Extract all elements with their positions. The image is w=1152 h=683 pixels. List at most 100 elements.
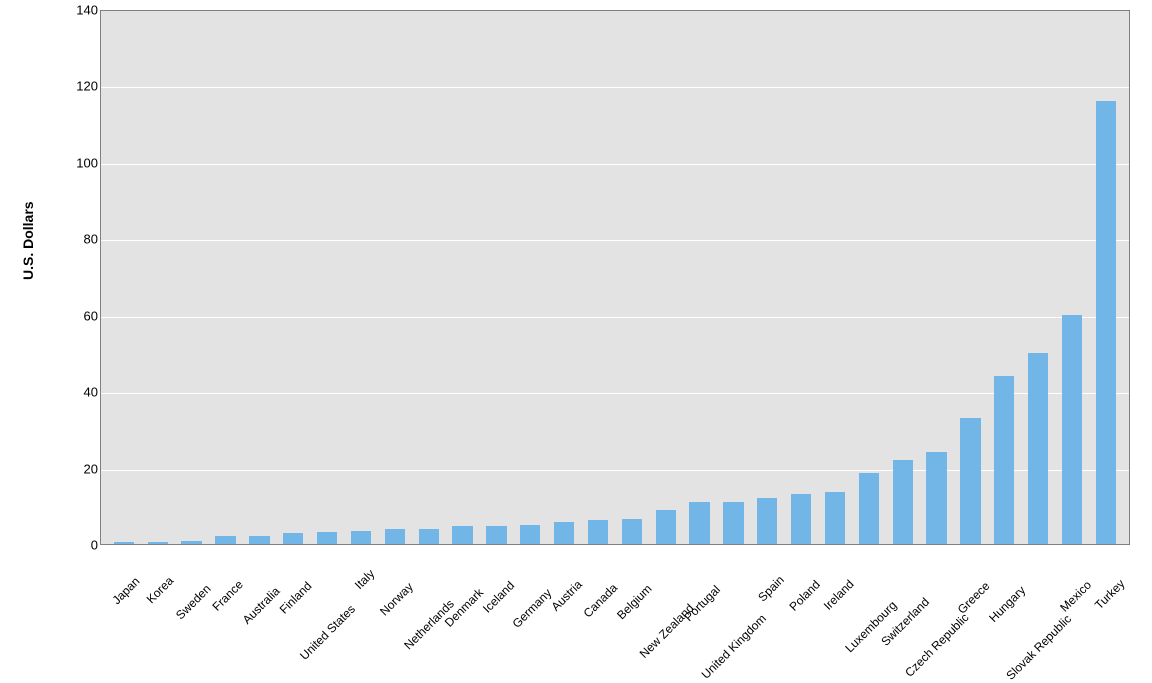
y-tick-label: 120 — [62, 79, 98, 94]
bar-slot — [513, 11, 547, 544]
bar — [181, 541, 201, 544]
bar-slot — [242, 11, 276, 544]
bar — [926, 452, 946, 544]
bar-slot — [446, 11, 480, 544]
y-tick-label: 100 — [62, 155, 98, 170]
x-label-slot: France — [208, 547, 242, 647]
bar-slot — [649, 11, 683, 544]
x-label-slot: Ireland — [819, 547, 853, 647]
y-tick-label: 80 — [62, 232, 98, 247]
bar-slot — [683, 11, 717, 544]
x-label-slot: Poland — [785, 547, 819, 647]
bar — [419, 529, 439, 544]
bar — [757, 498, 777, 544]
x-label-slot: Belgium — [615, 547, 649, 647]
bar — [656, 510, 676, 544]
x-label-slot: Denmark — [445, 547, 479, 647]
bar-slot — [344, 11, 378, 544]
bar-slot — [1021, 11, 1055, 544]
x-label-slot: Iceland — [479, 547, 513, 647]
y-tick-label: 60 — [62, 308, 98, 323]
bar-slot — [581, 11, 615, 544]
bar-slot — [378, 11, 412, 544]
x-label-slot: Mexico — [1056, 547, 1090, 647]
x-label-slot: Austria — [547, 547, 581, 647]
bar-slot — [615, 11, 649, 544]
x-label-slot: United States — [310, 547, 344, 647]
bar — [283, 533, 303, 544]
bar — [1096, 101, 1116, 544]
x-label-slot: New Zealand — [649, 547, 683, 647]
bar-slot — [547, 11, 581, 544]
bar-slot — [412, 11, 446, 544]
bar — [520, 525, 540, 544]
x-label-slot: Australia — [242, 547, 276, 647]
bar-slot — [852, 11, 886, 544]
bar — [588, 520, 608, 544]
y-axis-ticks: 020406080100120140 — [60, 10, 98, 545]
x-label-slot: Hungary — [988, 547, 1022, 647]
bar — [791, 494, 811, 544]
x-label-slot: United Kingdom — [717, 547, 751, 647]
bar — [689, 502, 709, 544]
bar-slot — [209, 11, 243, 544]
chart-container: U.S. Dollars 020406080100120140 JapanKor… — [40, 10, 1140, 630]
bar — [351, 531, 371, 544]
y-tick-label: 140 — [62, 3, 98, 18]
x-label-slot: Luxembourg — [853, 547, 887, 647]
y-tick-label: 0 — [62, 538, 98, 553]
bar-slot — [276, 11, 310, 544]
x-label-slot: Czech Republic — [921, 547, 955, 647]
bar-slot — [920, 11, 954, 544]
bar — [723, 502, 743, 544]
y-axis-label: U.S. Dollars — [20, 201, 36, 280]
bar-slot — [987, 11, 1021, 544]
bar — [893, 460, 913, 544]
bar — [452, 526, 472, 544]
bar — [317, 532, 337, 544]
bar — [249, 536, 269, 544]
x-label-slot: Slovak Republic — [1022, 547, 1056, 647]
x-label-slot: Netherlands — [411, 547, 445, 647]
x-label-slot: Japan — [106, 547, 140, 647]
bar — [554, 522, 574, 544]
plot-area — [100, 10, 1130, 545]
bar — [148, 542, 168, 544]
bar — [1028, 353, 1048, 544]
x-tick-label: Turkey — [1118, 551, 1152, 587]
bar — [385, 529, 405, 544]
x-label-slot: Portugal — [683, 547, 717, 647]
bar-slot — [107, 11, 141, 544]
bar-slot — [141, 11, 175, 544]
x-label-slot: Canada — [581, 547, 615, 647]
bar — [114, 542, 134, 544]
y-tick-label: 20 — [62, 461, 98, 476]
x-label-slot: Greece — [954, 547, 988, 647]
bar — [960, 418, 980, 544]
bar — [622, 519, 642, 544]
bar-slot — [479, 11, 513, 544]
bar-slot — [750, 11, 784, 544]
x-label-slot: Switzerland — [887, 547, 921, 647]
y-tick-label: 40 — [62, 385, 98, 400]
x-label-slot: Korea — [140, 547, 174, 647]
x-label-slot: Sweden — [174, 547, 208, 647]
x-label-slot: Italy — [344, 547, 378, 647]
bar — [994, 376, 1014, 544]
bar — [215, 536, 235, 544]
x-label-slot: Germany — [513, 547, 547, 647]
x-label-slot: Spain — [751, 547, 785, 647]
bar-slot — [716, 11, 750, 544]
bar-slot — [886, 11, 920, 544]
bar-slot — [1089, 11, 1123, 544]
bars-container — [101, 11, 1129, 544]
bar-slot — [953, 11, 987, 544]
x-label-slot: Norway — [378, 547, 412, 647]
bar — [825, 492, 845, 544]
bar-slot — [818, 11, 852, 544]
bar-slot — [310, 11, 344, 544]
bar — [1062, 315, 1082, 544]
x-axis-labels: JapanKoreaSwedenFranceAustraliaFinlandUn… — [100, 547, 1130, 647]
x-label-slot: Finland — [276, 547, 310, 647]
x-label-slot: Turkey — [1090, 547, 1124, 647]
